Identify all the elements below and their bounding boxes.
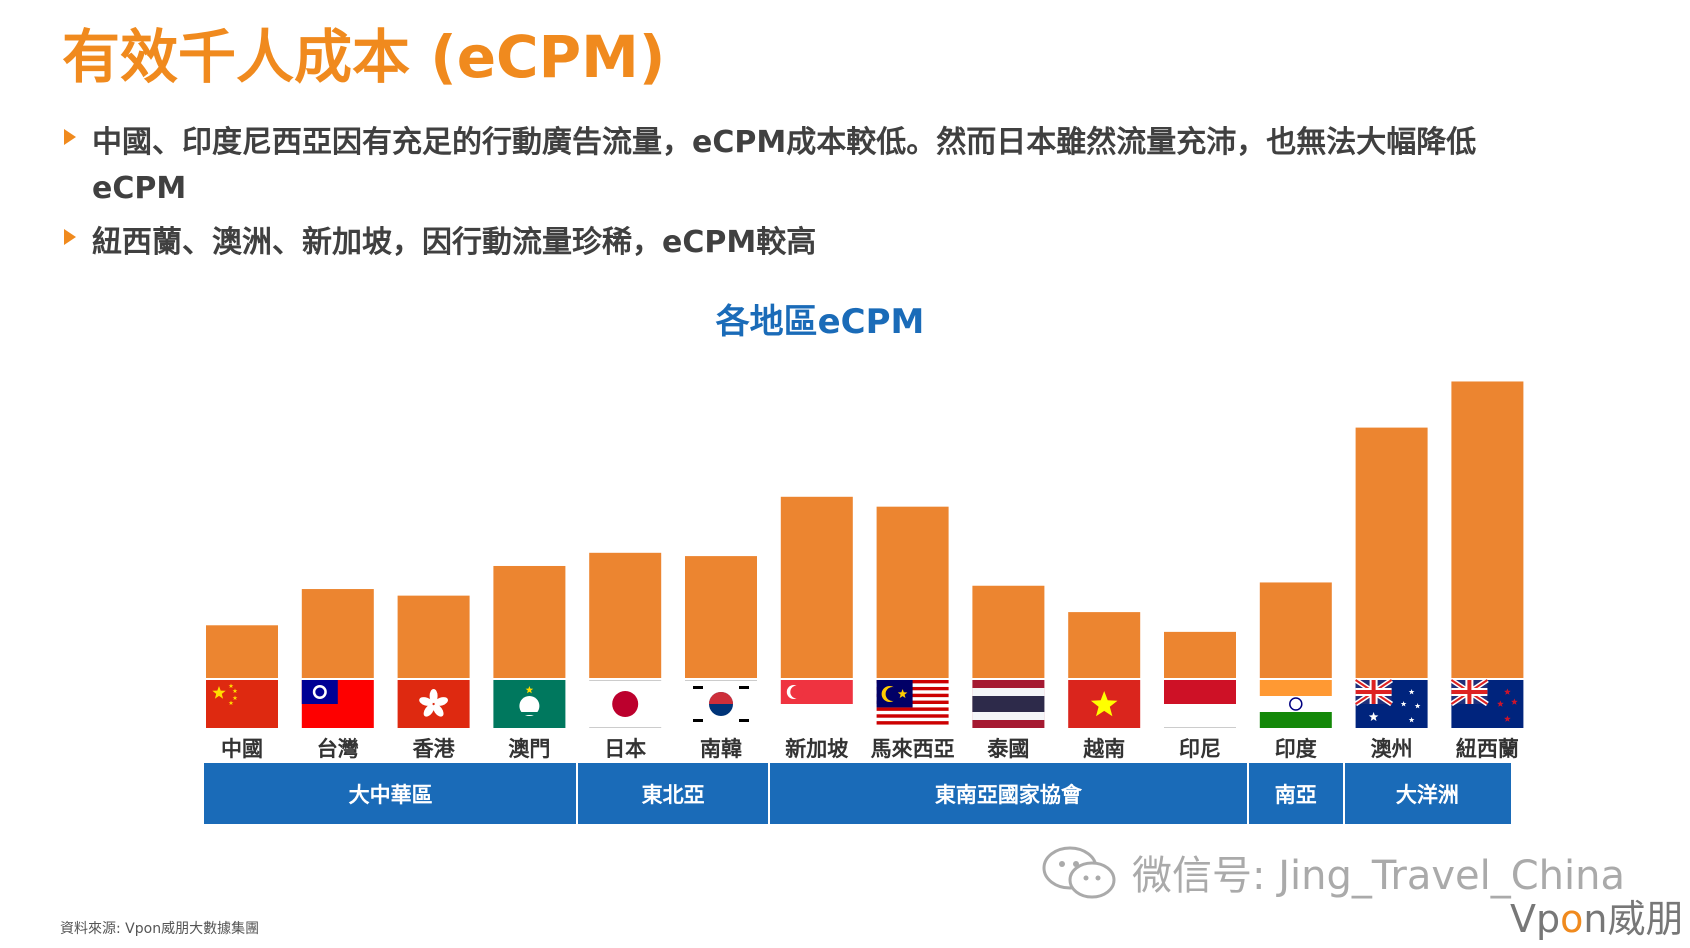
vietnam-flag bbox=[1068, 680, 1141, 728]
tick-label: 澳門 bbox=[508, 737, 550, 761]
bullet-list: 中國、印度尼西亞因有充足的行動廣告流量，eCPM成本較低。然而日本雖然流量充沛，… bbox=[62, 120, 1482, 274]
malaysia-flag bbox=[876, 680, 949, 725]
hong-kong-flag bbox=[397, 680, 470, 728]
indonesia-flag bbox=[1164, 680, 1236, 728]
bullet-text: 紐西蘭、澳洲、新加坡，因行動流量珍稀，eCPM較高 bbox=[92, 225, 817, 260]
bar bbox=[493, 565, 566, 678]
bar bbox=[685, 556, 757, 678]
tick-label: 印尼 bbox=[1179, 737, 1221, 761]
region-label: 大中華區 bbox=[348, 782, 433, 807]
tick-label: 馬來西亞 bbox=[871, 737, 955, 761]
region-strip-bg bbox=[204, 763, 1511, 824]
taiwan-flag bbox=[301, 680, 374, 728]
logo-o: o bbox=[1560, 897, 1584, 941]
tick-label: 香港 bbox=[413, 737, 456, 761]
tick-label: 泰國 bbox=[986, 737, 1029, 761]
australia-flag bbox=[1354, 677, 1428, 728]
region-divider bbox=[1246, 763, 1249, 824]
tick-label: 中國 bbox=[221, 737, 263, 761]
bullet-item: 紐西蘭、澳洲、新加坡，因行動流量珍稀，eCPM較高 bbox=[62, 220, 1482, 266]
region-divider bbox=[1342, 763, 1345, 824]
bar bbox=[1259, 582, 1332, 678]
logo-cn: 威朋 bbox=[1607, 897, 1684, 941]
bullet-arrow-icon bbox=[64, 129, 76, 145]
tick-label: 南韓 bbox=[700, 737, 742, 761]
japan-flag bbox=[589, 680, 662, 728]
source-note: 資料來源: Vpon威朋大數據集團 bbox=[60, 921, 260, 937]
bar bbox=[780, 496, 853, 678]
bullet-item: 中國、印度尼西亞因有充足的行動廣告流量，eCPM成本較低。然而日本雖然流量充沛，… bbox=[62, 120, 1482, 212]
region-divider bbox=[767, 763, 770, 824]
region-label: 南亞 bbox=[1274, 782, 1317, 807]
india-flag bbox=[1259, 680, 1332, 728]
new-zealand-flag bbox=[1450, 677, 1524, 728]
south-korea-flag bbox=[685, 680, 757, 728]
tick-label: 越南 bbox=[1082, 737, 1125, 761]
bar bbox=[1164, 631, 1236, 678]
singapore-flag bbox=[780, 680, 853, 728]
tick-label: 新加坡 bbox=[785, 737, 848, 761]
region-divider bbox=[576, 763, 579, 824]
chart-title: 各地區eCPM bbox=[715, 302, 925, 342]
page-title: 有效千人成本 (eCPM) bbox=[62, 23, 666, 91]
bar bbox=[1068, 612, 1141, 678]
tick-label: 台灣 bbox=[317, 737, 359, 761]
macau-flag bbox=[493, 680, 566, 728]
region-label: 東南亞國家協會 bbox=[934, 782, 1082, 807]
china-flag bbox=[206, 680, 278, 728]
tick-label: 澳州 bbox=[1371, 737, 1413, 761]
bar bbox=[972, 585, 1045, 678]
thailand-flag bbox=[972, 680, 1045, 728]
tick-label: 日本 bbox=[604, 737, 646, 761]
vpon-logo: Vpon威朋 bbox=[1510, 896, 1683, 942]
region-label: 大洋洲 bbox=[1395, 782, 1459, 807]
wechat-icon bbox=[1042, 846, 1116, 899]
bar bbox=[206, 625, 278, 678]
bullet-arrow-icon bbox=[64, 229, 76, 245]
wechat-watermark: 微信号: Jing_Travel_China bbox=[1040, 842, 1625, 902]
bar bbox=[301, 589, 374, 678]
bar bbox=[876, 506, 949, 678]
bullet-text: 中國、印度尼西亞因有充足的行動廣告流量，eCPM成本較低。然而日本雖然流量充沛，… bbox=[92, 125, 1477, 206]
bar bbox=[589, 552, 662, 678]
tick-label: 印度 bbox=[1275, 737, 1317, 761]
tick-label: 紐西蘭 bbox=[1456, 737, 1519, 761]
bar bbox=[397, 595, 470, 678]
logo-n: n bbox=[1583, 897, 1608, 941]
bar bbox=[1355, 427, 1428, 678]
bar bbox=[1451, 381, 1524, 678]
region-label: 東北亞 bbox=[641, 782, 705, 807]
wechat-id: 微信号: Jing_Travel_China bbox=[1132, 853, 1626, 899]
logo-v: Vp bbox=[1510, 897, 1561, 941]
